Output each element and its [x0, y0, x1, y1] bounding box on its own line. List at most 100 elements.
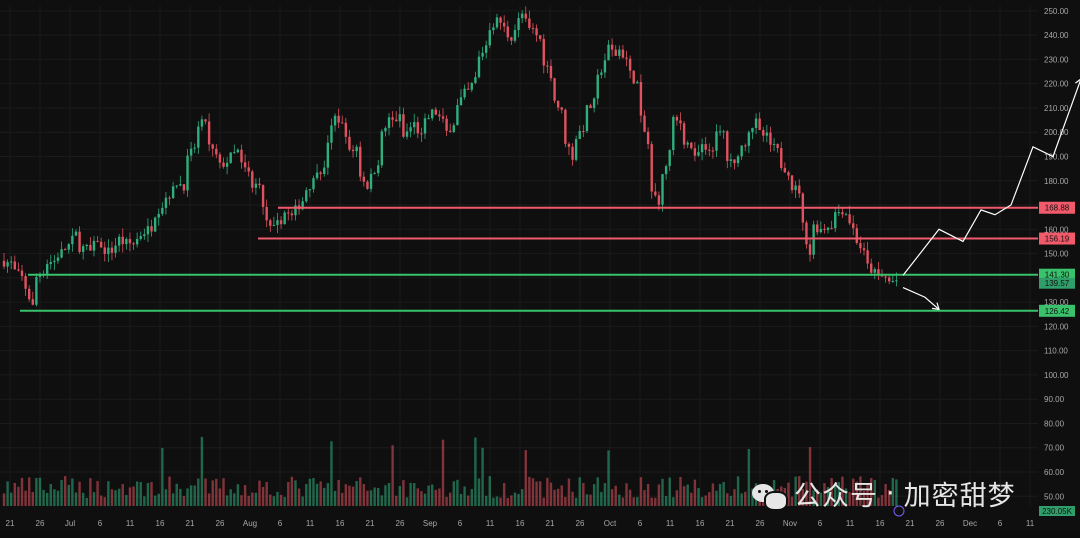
candle-body: [96, 240, 99, 242]
volume-bar: [578, 477, 581, 506]
volume-bar: [502, 482, 506, 506]
candle-body: [459, 97, 463, 106]
x-tick-label: Dec: [963, 519, 977, 528]
volume-bar: [99, 495, 103, 506]
volume-bar: [801, 488, 805, 506]
candle-body: [520, 13, 524, 19]
volume-bar: [733, 489, 736, 506]
candle-body: [582, 131, 585, 133]
candle-body: [243, 162, 247, 168]
volume-bar: [564, 497, 567, 506]
volume-bar: [834, 485, 837, 506]
candle-body: [207, 121, 211, 145]
y-tick-label: 180.00: [1044, 177, 1069, 186]
volume-bar: [470, 489, 473, 506]
y-tick-label: 190.00: [1044, 152, 1069, 161]
volume-bar: [718, 483, 722, 506]
candle-body: [848, 214, 851, 224]
volume-bar: [866, 484, 869, 506]
volume-bar: [589, 494, 592, 506]
candle-body: [312, 178, 315, 190]
volume-bar: [405, 497, 409, 506]
candle-body: [697, 152, 700, 156]
volume-bar: [186, 488, 189, 506]
volume-bar: [837, 482, 841, 506]
projection-up-arrow-head: [1075, 78, 1080, 84]
volume-bar: [391, 445, 394, 506]
volume-bar: [546, 477, 549, 506]
volume-bar: [431, 484, 434, 506]
volume-bar: [513, 492, 517, 506]
y-tick-label: 220.00: [1044, 80, 1069, 89]
candle-body: [481, 52, 484, 57]
candle-body: [819, 228, 823, 233]
candle-body: [726, 131, 729, 161]
volume-bar: [200, 436, 204, 506]
candle-body: [463, 88, 466, 98]
volume-bar: [164, 489, 168, 506]
volume-bar: [395, 495, 398, 506]
candle-body: [553, 78, 556, 101]
candle-body: [438, 114, 441, 117]
candle-body: [769, 132, 772, 145]
candle-body: [592, 98, 596, 109]
candle-body: [445, 118, 448, 131]
candle-body: [27, 288, 31, 300]
candle-body: [45, 264, 49, 274]
candle-body: [261, 185, 265, 207]
candle-body: [53, 260, 56, 263]
volume-bar: [884, 484, 887, 506]
candle-body: [171, 186, 175, 198]
candle-body: [816, 224, 819, 233]
candle-body: [765, 132, 769, 136]
candle-body: [862, 248, 866, 251]
candle-body: [466, 88, 470, 90]
candle-body: [89, 244, 92, 251]
candle-body: [17, 269, 20, 271]
x-tick-label: 26: [36, 519, 45, 528]
x-tick-label: Jul: [65, 519, 75, 528]
candle-body: [269, 220, 272, 226]
candle-body: [823, 228, 826, 230]
candle-body: [456, 105, 459, 126]
candle-body: [679, 120, 682, 124]
volume-bar: [744, 491, 747, 506]
volume-bar: [71, 478, 74, 506]
x-tick-label: 16: [876, 519, 885, 528]
volume-bar: [24, 490, 27, 506]
volume-bar: [215, 478, 218, 506]
volume-label: 230.05K: [1042, 507, 1072, 516]
candle-body: [211, 144, 214, 149]
x-tick-label: 16: [516, 519, 525, 528]
projection-down-arrow-head: [931, 302, 940, 311]
volume-bar: [49, 484, 52, 506]
candle-body: [805, 222, 808, 245]
volume-bar: [330, 441, 333, 506]
candle-body: [873, 269, 877, 273]
candle-body: [38, 275, 42, 277]
volume-bar: [207, 493, 211, 506]
candle-body: [276, 220, 279, 225]
candle-body: [452, 125, 455, 132]
candle-body: [686, 142, 689, 145]
candle-body: [888, 277, 891, 282]
volume-bar: [603, 483, 607, 506]
candle-body: [369, 173, 373, 189]
volume-bar: [341, 492, 344, 506]
x-tick-label: Sep: [423, 519, 438, 528]
candle-body: [121, 236, 124, 245]
candle-body: [632, 70, 635, 84]
volume-bar: [808, 447, 812, 506]
candle-body: [808, 244, 812, 255]
volume-bar: [477, 478, 481, 506]
candle-body: [161, 207, 164, 214]
volume-bar: [229, 489, 232, 506]
volume-bar: [218, 488, 222, 506]
candle-body: [780, 148, 783, 168]
candle-body: [510, 37, 513, 41]
volume-bar: [510, 495, 513, 506]
volume-bar: [650, 497, 653, 506]
candle-body: [603, 60, 607, 73]
